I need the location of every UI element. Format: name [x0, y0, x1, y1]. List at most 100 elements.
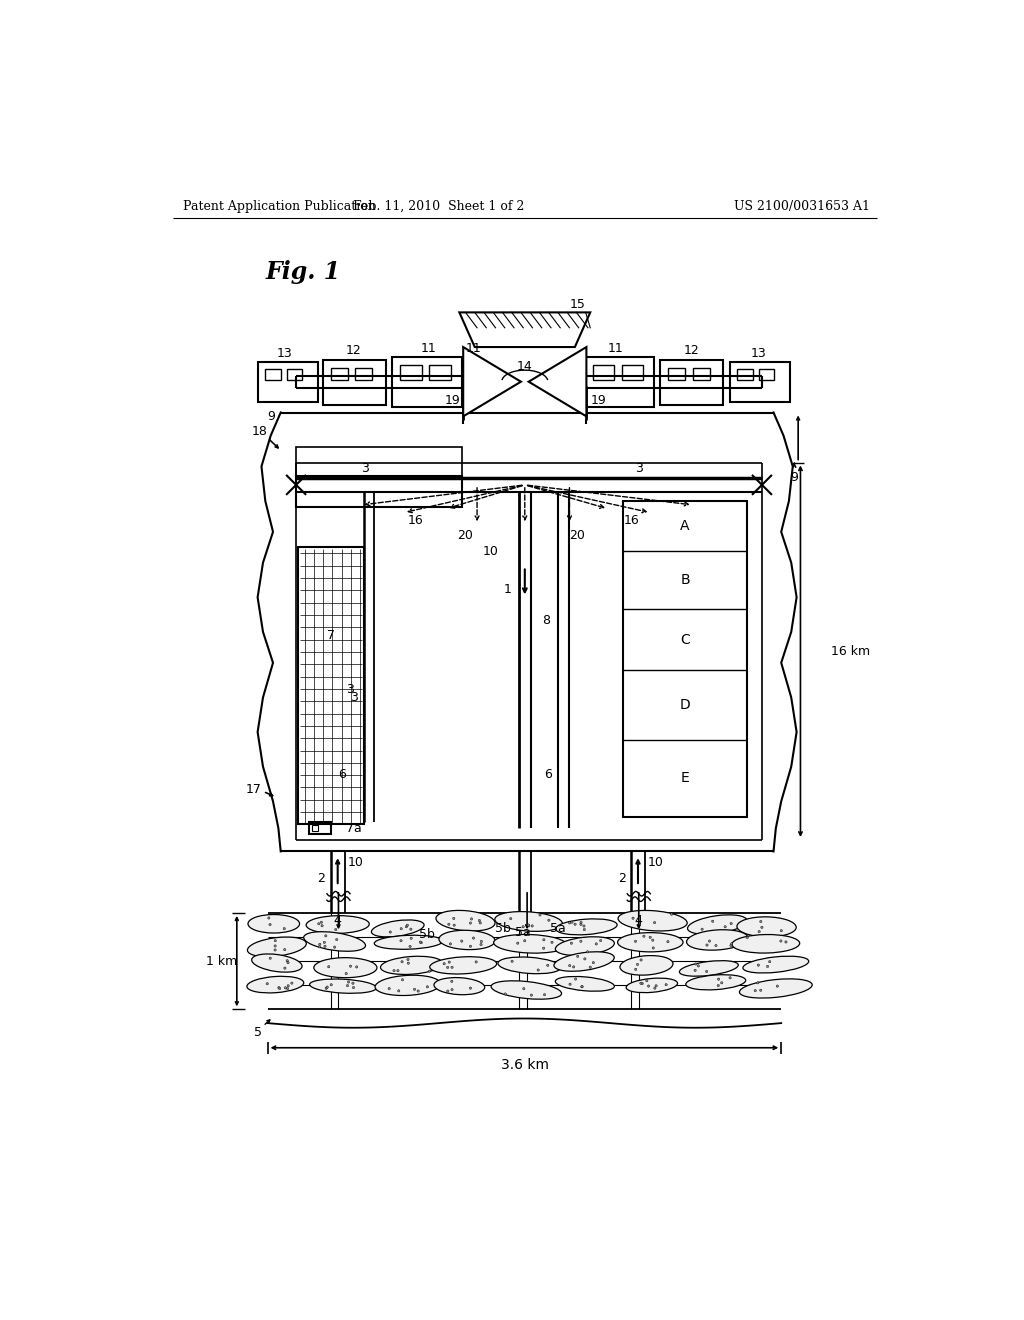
- Circle shape: [345, 973, 347, 974]
- Circle shape: [408, 962, 410, 965]
- Circle shape: [266, 982, 268, 985]
- Text: 15: 15: [569, 298, 585, 312]
- Ellipse shape: [618, 911, 687, 931]
- Circle shape: [543, 946, 545, 949]
- Circle shape: [715, 944, 717, 946]
- Ellipse shape: [679, 961, 738, 977]
- Text: 8: 8: [543, 614, 550, 627]
- Text: 3: 3: [635, 462, 643, 475]
- Text: 3: 3: [346, 684, 354, 696]
- Circle shape: [694, 969, 696, 972]
- Ellipse shape: [252, 954, 302, 972]
- Circle shape: [577, 956, 579, 957]
- Text: 14: 14: [517, 360, 532, 372]
- Ellipse shape: [554, 952, 614, 972]
- Circle shape: [447, 923, 450, 925]
- Circle shape: [651, 939, 654, 941]
- Ellipse shape: [732, 935, 800, 953]
- Circle shape: [504, 993, 507, 995]
- Circle shape: [406, 925, 408, 928]
- Circle shape: [652, 946, 654, 949]
- Ellipse shape: [686, 974, 745, 990]
- Circle shape: [393, 969, 395, 972]
- Circle shape: [325, 987, 328, 990]
- Text: 7: 7: [327, 630, 335, 643]
- Ellipse shape: [617, 933, 683, 952]
- Circle shape: [729, 977, 731, 979]
- Circle shape: [706, 970, 708, 973]
- Text: 6: 6: [544, 768, 552, 781]
- Ellipse shape: [687, 915, 748, 935]
- Circle shape: [697, 965, 699, 968]
- Bar: [692, 368, 710, 380]
- Circle shape: [584, 958, 586, 960]
- Bar: [296, 447, 462, 478]
- Circle shape: [568, 921, 570, 924]
- Text: 12: 12: [683, 345, 699, 358]
- Bar: [296, 477, 462, 507]
- Bar: [331, 368, 348, 380]
- Circle shape: [595, 942, 597, 945]
- Polygon shape: [460, 313, 590, 347]
- Circle shape: [522, 987, 525, 990]
- Circle shape: [453, 924, 456, 927]
- Circle shape: [632, 917, 634, 919]
- Bar: [759, 368, 774, 380]
- Circle shape: [511, 960, 513, 962]
- Circle shape: [451, 981, 453, 982]
- Circle shape: [334, 946, 336, 948]
- Circle shape: [587, 950, 589, 953]
- Circle shape: [653, 987, 656, 989]
- Circle shape: [414, 989, 416, 990]
- Circle shape: [760, 989, 762, 991]
- Text: 4: 4: [634, 915, 642, 927]
- Circle shape: [274, 945, 276, 948]
- Ellipse shape: [372, 920, 424, 937]
- Circle shape: [269, 957, 271, 960]
- Circle shape: [420, 941, 422, 944]
- Bar: [312, 825, 318, 832]
- Circle shape: [547, 964, 549, 966]
- Circle shape: [640, 958, 642, 961]
- Circle shape: [450, 942, 452, 945]
- Text: 5b: 5b: [495, 921, 510, 935]
- Text: 13: 13: [276, 347, 293, 360]
- Circle shape: [446, 966, 449, 969]
- Circle shape: [712, 920, 714, 923]
- Circle shape: [472, 937, 475, 940]
- Text: Patent Application Publication: Patent Application Publication: [183, 199, 376, 213]
- Polygon shape: [463, 347, 521, 416]
- Circle shape: [479, 921, 481, 924]
- Circle shape: [640, 982, 642, 985]
- Bar: [429, 364, 451, 380]
- Bar: [593, 364, 614, 380]
- Circle shape: [730, 923, 732, 925]
- Text: 13: 13: [751, 347, 767, 360]
- Ellipse shape: [737, 917, 797, 937]
- Circle shape: [592, 961, 595, 964]
- Circle shape: [701, 928, 703, 931]
- Circle shape: [572, 966, 574, 968]
- Circle shape: [543, 939, 545, 941]
- Circle shape: [480, 940, 482, 942]
- Text: 19: 19: [444, 395, 461, 408]
- Text: 2: 2: [317, 871, 326, 884]
- Circle shape: [537, 969, 540, 972]
- Circle shape: [539, 913, 541, 916]
- Circle shape: [352, 986, 354, 989]
- Circle shape: [667, 941, 669, 942]
- Circle shape: [269, 924, 271, 925]
- Circle shape: [649, 936, 651, 939]
- Circle shape: [417, 990, 419, 993]
- Circle shape: [761, 927, 763, 928]
- Circle shape: [278, 986, 280, 989]
- Bar: [309, 822, 331, 834]
- Bar: [323, 360, 386, 405]
- Ellipse shape: [439, 931, 496, 949]
- Circle shape: [706, 944, 709, 946]
- Circle shape: [544, 994, 546, 995]
- Circle shape: [655, 985, 657, 987]
- Bar: [737, 368, 753, 380]
- Circle shape: [635, 968, 637, 970]
- Circle shape: [527, 924, 529, 927]
